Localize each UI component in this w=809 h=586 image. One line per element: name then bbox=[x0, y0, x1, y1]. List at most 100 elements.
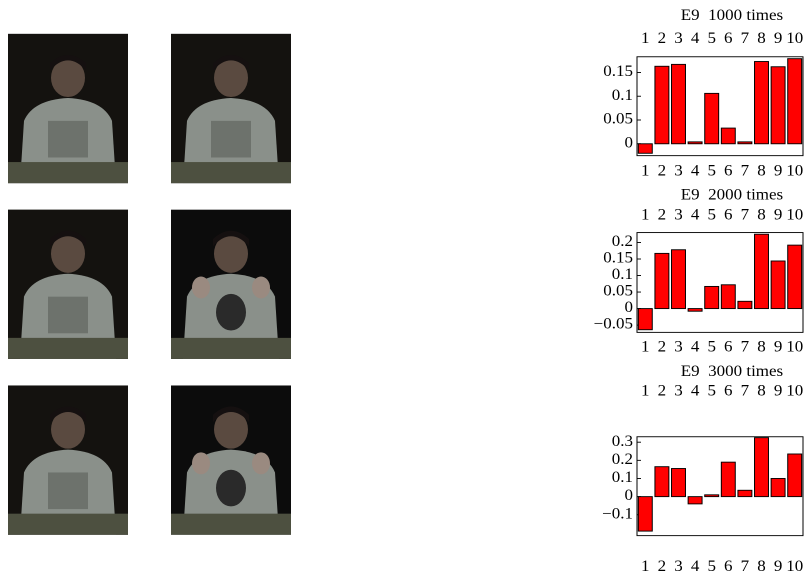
x-tick-label-top: 1 bbox=[641, 205, 649, 223]
x-tick-label-top: 4 bbox=[691, 29, 699, 47]
x-tick-label-top: 7 bbox=[741, 29, 749, 47]
x-tick-label: 10 bbox=[786, 557, 803, 575]
x-tick-label: 7 bbox=[741, 161, 749, 179]
bar bbox=[721, 285, 735, 309]
x-tick-label: 5 bbox=[707, 161, 715, 179]
photo bbox=[171, 34, 291, 183]
bar bbox=[638, 497, 652, 531]
x-tick-label-top: 6 bbox=[724, 29, 732, 47]
photo bbox=[8, 210, 128, 359]
x-tick-label: 6 bbox=[724, 557, 732, 575]
x-tick-label-top: 10 bbox=[786, 381, 803, 399]
x-tick-label: 10 bbox=[786, 337, 803, 355]
x-tick-label-top: 6 bbox=[724, 381, 732, 399]
x-tick-label-top: 10 bbox=[786, 29, 803, 47]
y-tick-label: 0 bbox=[625, 133, 633, 151]
bar bbox=[688, 497, 702, 504]
x-tick-label: 7 bbox=[741, 557, 749, 575]
x-tick-label-top: 1 bbox=[641, 381, 649, 399]
bar bbox=[688, 142, 702, 144]
x-tick-label-top: 5 bbox=[707, 381, 715, 399]
x-tick-label: 4 bbox=[691, 557, 699, 575]
x-tick-label: 6 bbox=[724, 161, 732, 179]
x-tick-label-top: 3 bbox=[674, 29, 682, 47]
x-tick-label: 8 bbox=[757, 161, 765, 179]
x-tick-label: 4 bbox=[691, 337, 699, 355]
photo bbox=[8, 385, 128, 534]
bar bbox=[771, 67, 785, 144]
x-tick-label-top: 1 bbox=[641, 29, 649, 47]
x-tick-label: 8 bbox=[757, 557, 765, 575]
x-tick-label-top: 6 bbox=[724, 205, 732, 223]
bar bbox=[771, 261, 785, 309]
x-tick-label: 1 bbox=[641, 337, 649, 355]
bar bbox=[755, 438, 769, 497]
bar bbox=[672, 250, 686, 309]
bar bbox=[788, 454, 802, 497]
x-tick-label: 1 bbox=[641, 161, 649, 179]
y-tick-label: 0.05 bbox=[603, 281, 633, 299]
y-tick-label: 0.2 bbox=[612, 450, 633, 468]
bar bbox=[721, 128, 735, 144]
x-tick-label-top: 10 bbox=[786, 205, 803, 223]
y-tick-label: 0.1 bbox=[612, 468, 633, 486]
y-tick-label: −0.1 bbox=[602, 504, 633, 522]
x-tick-label-top: 7 bbox=[741, 205, 749, 223]
x-tick-label: 4 bbox=[691, 161, 699, 179]
bar bbox=[771, 478, 785, 496]
bar bbox=[721, 462, 735, 496]
bar bbox=[655, 66, 669, 143]
x-tick-label: 10 bbox=[786, 161, 803, 179]
x-tick-label: 9 bbox=[774, 337, 782, 355]
bar bbox=[672, 64, 686, 143]
x-tick-label-top: 9 bbox=[774, 381, 782, 399]
x-tick-label: 3 bbox=[674, 337, 682, 355]
chart-title: E9 1000 times bbox=[681, 6, 783, 24]
bar bbox=[672, 469, 686, 497]
bar bbox=[688, 309, 702, 312]
x-tick-label-top: 5 bbox=[707, 29, 715, 47]
x-tick-label: 8 bbox=[757, 337, 765, 355]
y-tick-label: 0 bbox=[625, 298, 633, 316]
x-tick-label: 2 bbox=[658, 161, 666, 179]
y-tick-label: −0.05 bbox=[594, 314, 633, 332]
bar bbox=[755, 62, 769, 144]
x-tick-label: 5 bbox=[707, 557, 715, 575]
y-tick-label: 0.3 bbox=[612, 431, 633, 449]
x-tick-label-top: 2 bbox=[658, 205, 666, 223]
bar bbox=[738, 490, 752, 496]
photo bbox=[8, 34, 128, 183]
y-tick-label: 0.15 bbox=[603, 62, 633, 80]
bar bbox=[705, 286, 719, 308]
x-tick-label: 9 bbox=[774, 557, 782, 575]
y-tick-label: 0.1 bbox=[612, 85, 633, 103]
bar bbox=[638, 309, 652, 330]
x-tick-label: 9 bbox=[774, 161, 782, 179]
x-tick-label-top: 9 bbox=[774, 29, 782, 47]
x-tick-label: 7 bbox=[741, 337, 749, 355]
x-tick-label-top: 2 bbox=[658, 29, 666, 47]
chart-title: E9 2000 times bbox=[681, 185, 783, 203]
bar bbox=[705, 495, 719, 497]
x-tick-label-top: 9 bbox=[774, 205, 782, 223]
bar bbox=[638, 144, 652, 154]
y-tick-label: 0.1 bbox=[612, 265, 633, 283]
x-tick-label: 2 bbox=[658, 337, 666, 355]
x-tick-label: 1 bbox=[641, 557, 649, 575]
x-tick-label-top: 7 bbox=[741, 381, 749, 399]
bar bbox=[788, 59, 802, 144]
photo bbox=[171, 385, 291, 534]
x-tick-label: 5 bbox=[707, 337, 715, 355]
bar bbox=[755, 234, 769, 308]
bar bbox=[738, 301, 752, 308]
chart-title: E9 3000 times bbox=[681, 362, 783, 380]
x-tick-label: 6 bbox=[724, 337, 732, 355]
y-tick-label: 0.2 bbox=[612, 232, 633, 250]
x-tick-label: 3 bbox=[674, 161, 682, 179]
bar bbox=[655, 253, 669, 308]
photo bbox=[171, 210, 291, 359]
x-tick-label-top: 8 bbox=[757, 205, 765, 223]
bar bbox=[788, 245, 802, 308]
x-tick-label: 2 bbox=[658, 557, 666, 575]
bar bbox=[655, 467, 669, 497]
